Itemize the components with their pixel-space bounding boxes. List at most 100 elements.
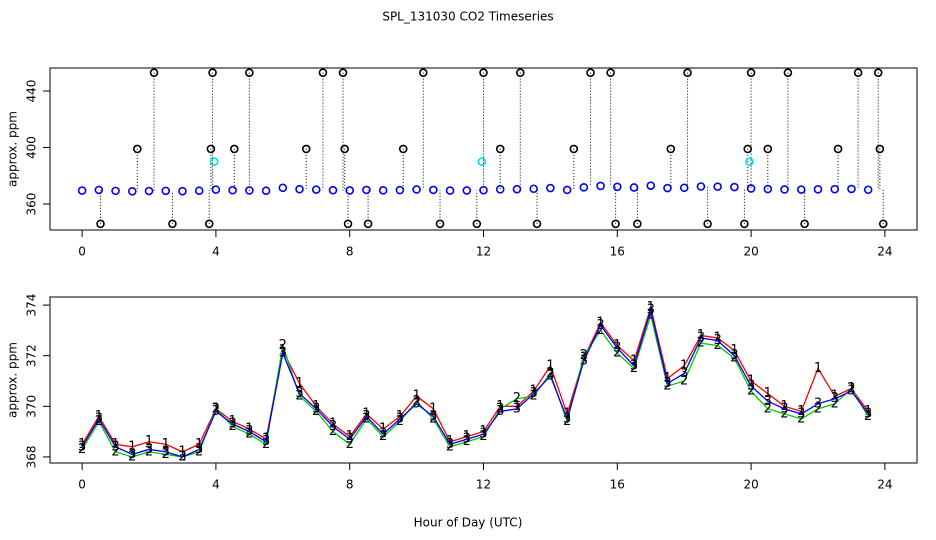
point [206,144,216,154]
point [796,185,806,194]
point-glyph: 1 [764,386,772,401]
point-glyph: 2 [362,411,370,426]
point-glyph: 2 [596,323,604,338]
point-glyph: 2 [513,391,521,406]
point-glyph: 2 [647,308,655,323]
point [343,219,353,229]
point-glyph: 3 [362,409,370,424]
point-glyph: 2 [379,429,387,444]
point-glyph: 3 [697,330,705,345]
point-glyph: 1 [111,437,119,452]
point [362,185,371,195]
x-tick-label: 16 [610,245,625,259]
series-line [81,307,869,458]
point [875,144,885,154]
point [746,184,756,193]
y-tick-label: 400 [25,136,39,159]
point-glyph: 3 [379,427,387,442]
point-glyph: 2 [730,351,738,366]
point [445,186,455,195]
point [579,183,589,192]
point-glyph: 1 [279,343,287,358]
point-glyph: 1 [412,389,420,404]
point-glyph: 2 [546,366,554,381]
x-tick-label: 16 [610,478,625,492]
point-glyph: 3 [847,384,855,399]
point [230,144,239,154]
point [363,219,373,229]
point [745,157,754,166]
point-glyph: 3 [412,396,420,411]
point-glyph: 1 [463,429,471,444]
point-glyph: 1 [814,361,822,376]
y-tick-label: 360 [25,193,39,216]
point-glyph: 1 [396,409,404,424]
point-glyph: 1 [379,422,387,437]
point-glyph: 2 [95,414,103,429]
point [94,185,104,195]
point-glyph: 1 [312,399,320,414]
point-glyph: 1 [831,389,839,404]
point-glyph: 3 [329,419,337,434]
point [168,219,177,229]
y-axis-label: approx. ppm [6,342,20,418]
point-glyph: 2 [111,444,119,459]
point [873,68,883,77]
point [586,68,595,77]
point [713,182,722,191]
point [472,219,482,229]
x-tick-label: 24 [877,245,892,259]
point [77,186,87,195]
point-glyph: 3 [463,432,471,447]
point-glyph: 3 [580,353,588,368]
point [800,219,809,229]
point-glyph: 2 [279,338,287,353]
point-glyph: 3 [212,404,220,419]
point-glyph: 3 [95,411,103,426]
point [340,144,349,154]
point-glyph: 3 [346,432,354,447]
point-glyph: 2 [864,409,872,424]
point [194,186,204,196]
point-glyph: 2 [747,384,755,399]
point-glyph: 3 [128,447,136,462]
point [211,185,221,194]
point [833,144,843,154]
point-glyph: 2 [764,401,772,416]
point-glyph: 3 [429,409,437,424]
point [633,219,642,229]
point [435,219,445,229]
point-glyph: 3 [680,366,688,381]
point [395,185,405,195]
y-tick-label: 372 [25,344,39,367]
x-tick-label: 24 [877,478,892,492]
point [679,183,689,193]
point-glyph: 1 [496,399,504,414]
point-glyph: 2 [228,419,236,434]
point [345,186,355,195]
point [763,144,773,154]
point-glyph: 2 [814,401,822,416]
point-glyph: 3 [563,411,571,426]
point-glyph: 1 [128,439,136,454]
point-glyph: 2 [396,414,404,429]
point-glyph: 1 [797,404,805,419]
chart-title: SPL_131030 CO2 Timeseries [382,10,553,24]
point-glyph: 3 [513,401,521,416]
point-glyph: 1 [329,417,337,432]
point-glyph: 1 [647,300,655,315]
point-glyph: 3 [396,411,404,426]
point-glyph: 1 [530,384,538,399]
point [783,68,793,77]
point [318,68,328,77]
point-glyph: 2 [479,429,487,444]
point [529,184,538,194]
point [532,219,542,229]
x-tick-label: 20 [743,478,758,492]
point-glyph: 1 [446,434,454,449]
x-tick-label: 12 [476,478,491,492]
point-glyph: 2 [797,411,805,426]
point [813,185,823,194]
point-glyph: 1 [780,399,788,414]
